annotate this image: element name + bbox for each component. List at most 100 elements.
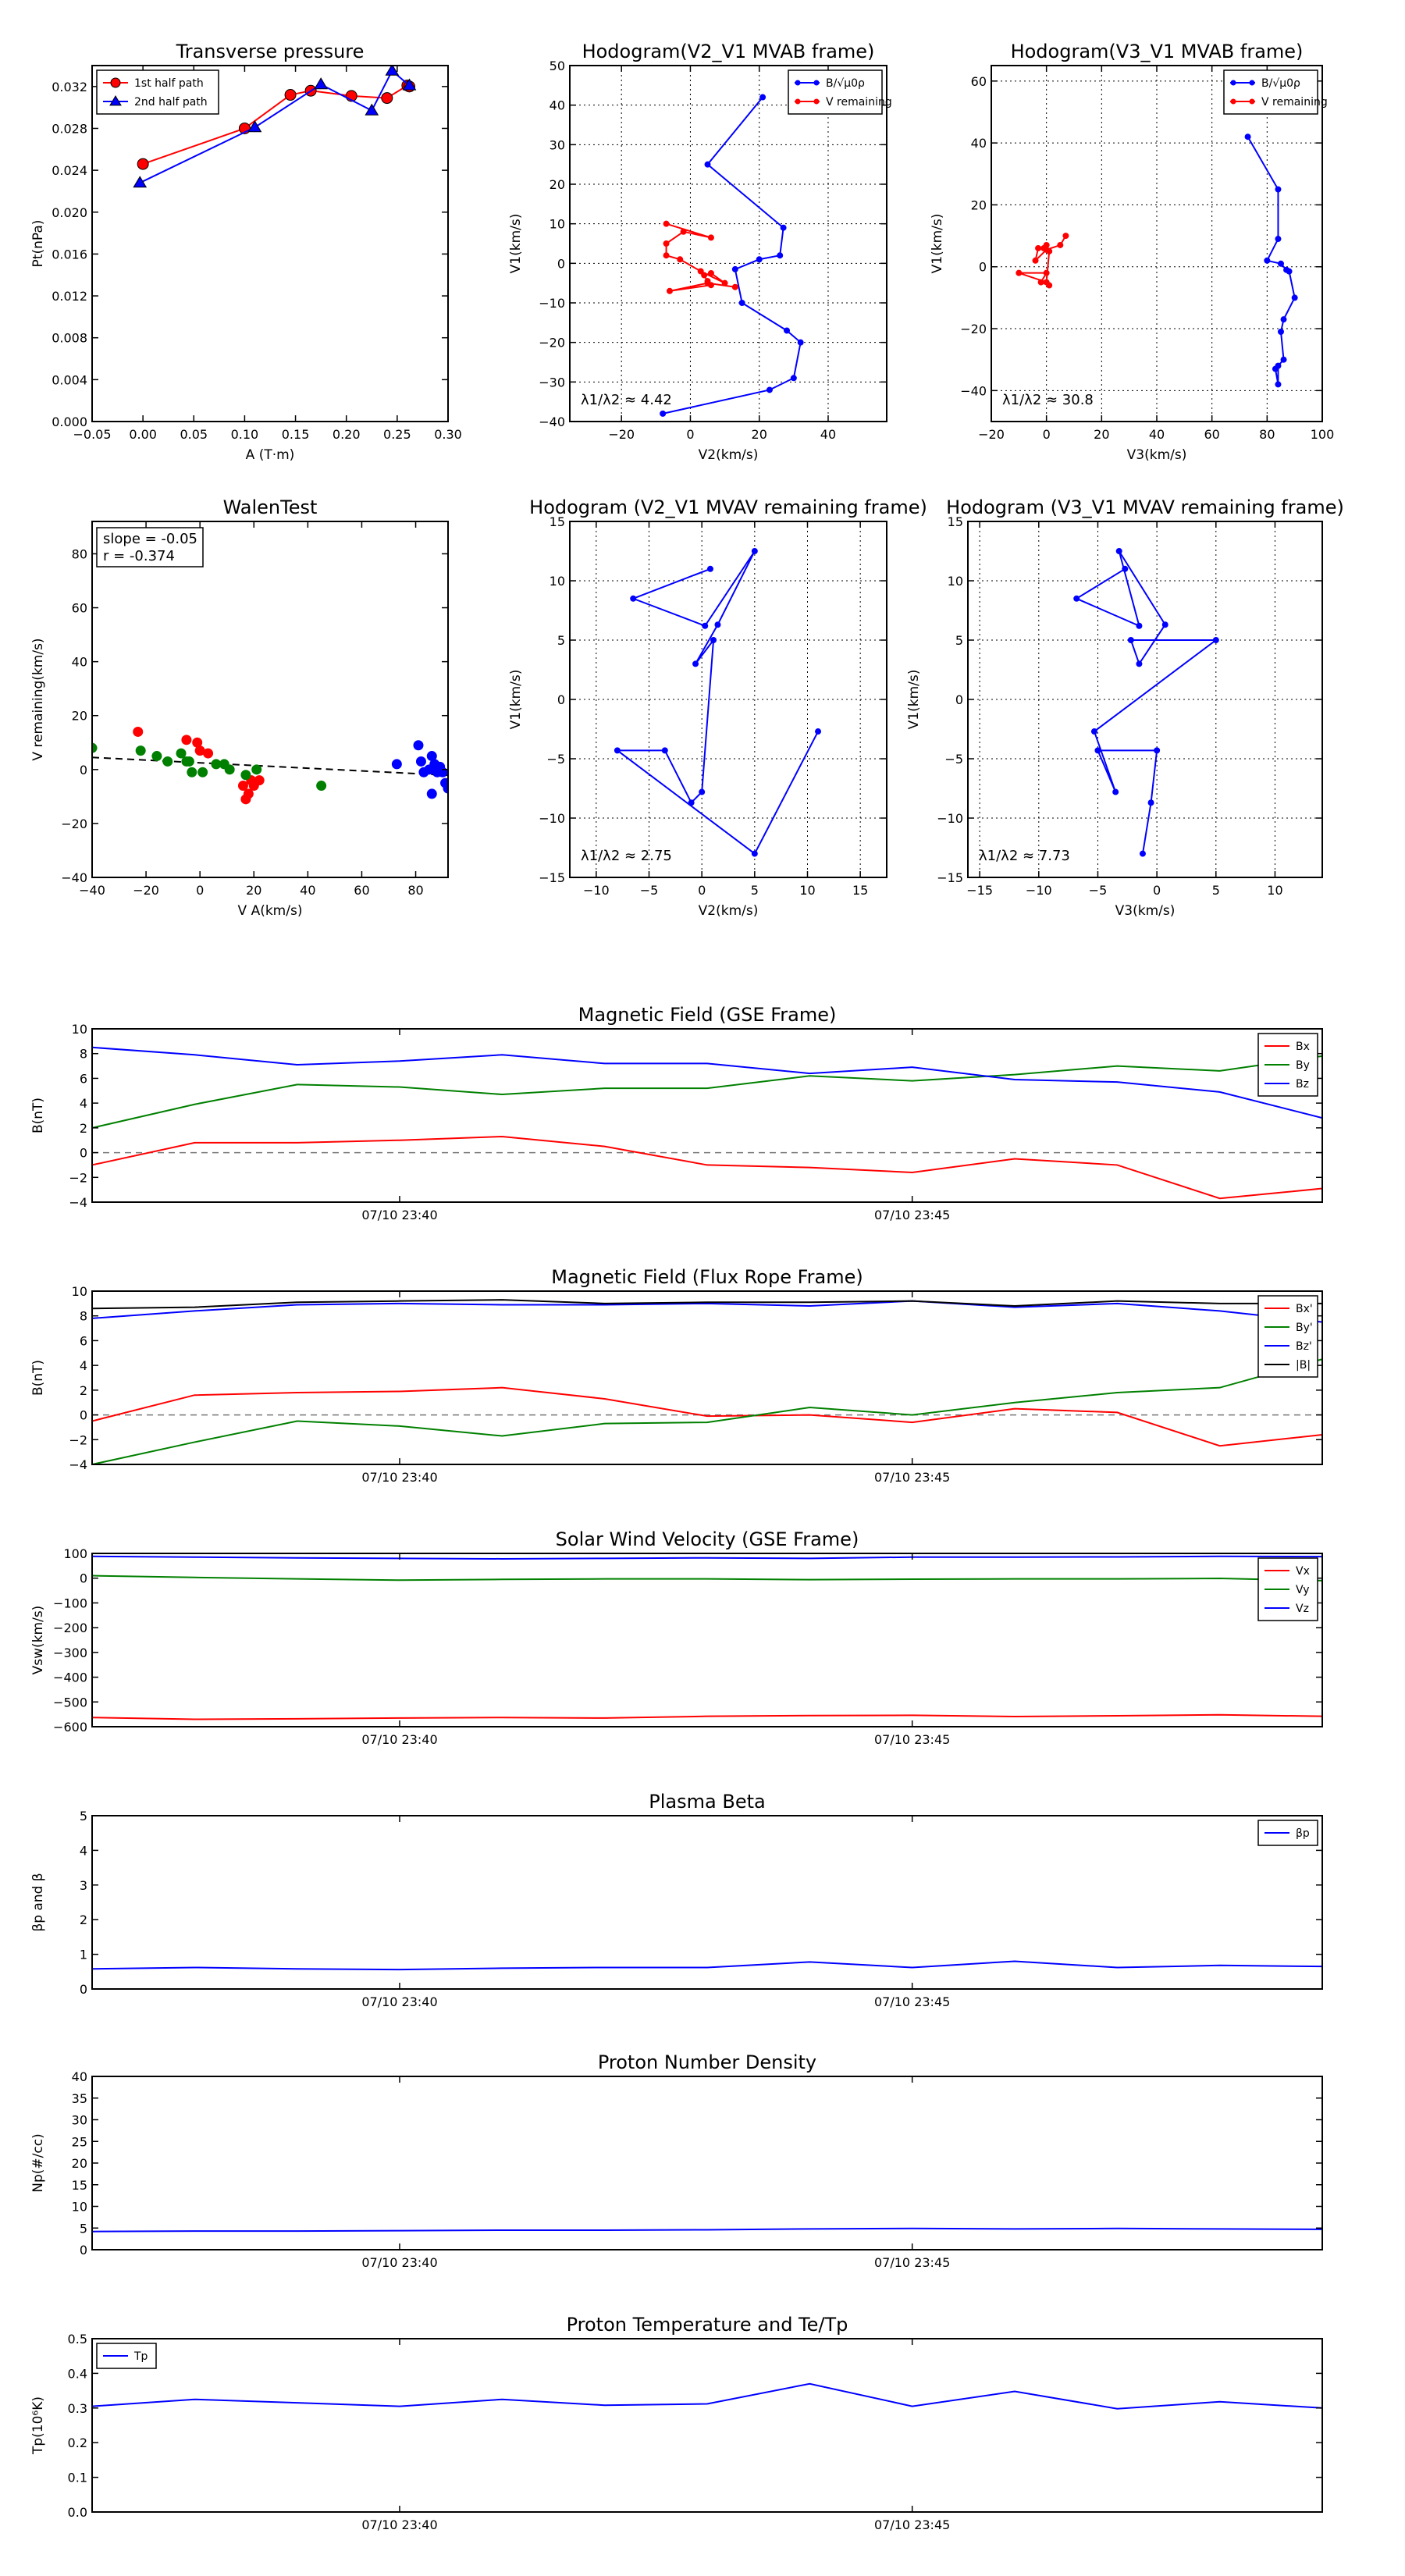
y-tick-label: −5 [546, 752, 565, 767]
y-tick-label: 20 [72, 2156, 87, 2171]
x-tick-label: 60 [1204, 427, 1219, 442]
y-tick-label: 0 [955, 692, 963, 707]
data-point [797, 339, 804, 346]
data-point [133, 176, 148, 188]
data-point [1275, 236, 1282, 243]
chart-title: Magnetic Field (Flux Rope Frame) [551, 1266, 863, 1288]
legend-label: |B| [1296, 1359, 1311, 1372]
legend-label: Bx [1296, 1041, 1310, 1053]
data-point [663, 220, 670, 227]
data-point [413, 740, 424, 751]
data-point [702, 622, 709, 629]
legend-box [1257, 1295, 1318, 1378]
y-tick-label: 0 [80, 2243, 87, 2258]
y-tick-label: 10 [948, 574, 963, 589]
chart-title: Magnetic Field (GSE Frame) [578, 1004, 837, 1026]
data-point [704, 161, 711, 168]
data-point [391, 759, 402, 770]
y-tick-label: 15 [550, 514, 565, 529]
series-b-0 [660, 94, 804, 417]
x-tick-label: 07/10 23:45 [874, 1208, 950, 1222]
data-point [176, 748, 187, 759]
data-point [680, 228, 687, 235]
series-vx [92, 1713, 1322, 1720]
y-tick-label: 100 [63, 1546, 87, 1561]
data-point [1139, 850, 1146, 857]
data-point [1032, 257, 1039, 264]
legend: B/√μ0ρ V remaining [1223, 69, 1328, 115]
data-point [704, 279, 711, 286]
series-tp [92, 2382, 1322, 2410]
data-point [251, 764, 262, 775]
plot-frame [91, 521, 449, 878]
x-tick-label: 20 [1094, 427, 1109, 442]
series-line [92, 1055, 1322, 1129]
data-point [415, 756, 426, 767]
y-axis-label: Pt(nPa) [30, 220, 46, 268]
x-tick-label: 0.00 [129, 427, 157, 442]
x-tick-label: 07/10 23:45 [874, 2517, 950, 2532]
x-axis-label: V3(km/s) [1115, 903, 1176, 919]
y-tick-label: 0.028 [52, 121, 87, 136]
legend-marker [1230, 98, 1236, 105]
data-point [151, 751, 162, 762]
x-tick-label: 07/10 23:40 [361, 2255, 437, 2270]
data-point [751, 548, 758, 554]
chart-title: Proton Number Density [598, 2051, 816, 2073]
y-tick-label: 0.004 [52, 372, 87, 387]
data-point [661, 747, 668, 754]
data-point [710, 637, 717, 643]
chart-np: 07/10 23:40 07/10 23:45 0 5 10 15 20 25 30 35 40 Pr… [30, 2051, 1323, 2270]
y-axis-label: Tp(10⁶K) [30, 2396, 46, 2455]
y-tick-label: 40 [72, 2069, 87, 2084]
x-tick-label: 07/10 23:40 [361, 1470, 437, 1485]
x-tick-label: −20 [133, 883, 159, 898]
y-tick-label: 0 [80, 1982, 87, 1997]
ratio-annotation: λ1/λ2 ≈ 7.73 [979, 848, 1070, 864]
series-vz [92, 1555, 1322, 1560]
x-tick-label: 10 [799, 883, 815, 898]
y-tick-label: 0 [80, 1571, 87, 1586]
y-tick-label: 4 [80, 1358, 87, 1373]
legend-label: Bz' [1296, 1340, 1312, 1353]
legend-marker [795, 98, 801, 105]
y-tick-label: 0.012 [52, 289, 87, 304]
chart-title: WalenTest [223, 496, 318, 518]
data-point [1275, 186, 1282, 193]
data-point [92, 742, 98, 753]
legend-label: By [1296, 1059, 1310, 1072]
series-2nd-half-path [133, 66, 417, 188]
data-point [692, 660, 699, 667]
y-tick-label: 0.3 [68, 2401, 87, 2416]
x-tick-label: 0 [698, 883, 706, 898]
legend-label: Vx [1296, 1565, 1310, 1578]
data-point [706, 565, 713, 572]
series-bx [92, 1135, 1322, 1200]
x-tick-label: 80 [407, 883, 423, 898]
data-point [1136, 660, 1143, 667]
x-tick-label: 80 [1259, 427, 1275, 442]
y-axis-label: V1(km/s) [906, 670, 922, 730]
data-point [187, 767, 197, 777]
data-point [1037, 279, 1044, 286]
series-by [92, 1358, 1322, 1464]
plot-frame [91, 2338, 1323, 2513]
series-0 [133, 726, 265, 805]
y-axis-label: V1(km/s) [508, 214, 524, 274]
y-tick-label: 6 [80, 1071, 87, 1086]
series-line [92, 1386, 1322, 1447]
data-point [1127, 637, 1134, 643]
y-tick-label: 5 [80, 1809, 87, 1823]
series-p [92, 1960, 1322, 1971]
data-point [426, 788, 437, 799]
data-point [677, 256, 684, 263]
chart-title: Hodogram(V2_V1 MVAB frame) [582, 41, 875, 62]
chart-walen: −40 −20 0 20 40 60 80 −40 −20 0 20 40 60 80 WalenTest V… [30, 496, 449, 919]
chart-h1: −20 0 20 40 −40 −30 −20 −10 0 10 20 30 40 50 Hodogram(… [508, 41, 892, 463]
chart-bgse: 07/10 23:40 07/10 23:45 −4 −2 0 2 4 6 8 10 Magneti… [30, 1004, 1323, 1222]
stats-line: slope = -0.05 [103, 531, 197, 547]
y-tick-label: 0 [80, 1408, 87, 1423]
x-tick-label: 60 [354, 883, 369, 898]
series-line [92, 1135, 1322, 1200]
